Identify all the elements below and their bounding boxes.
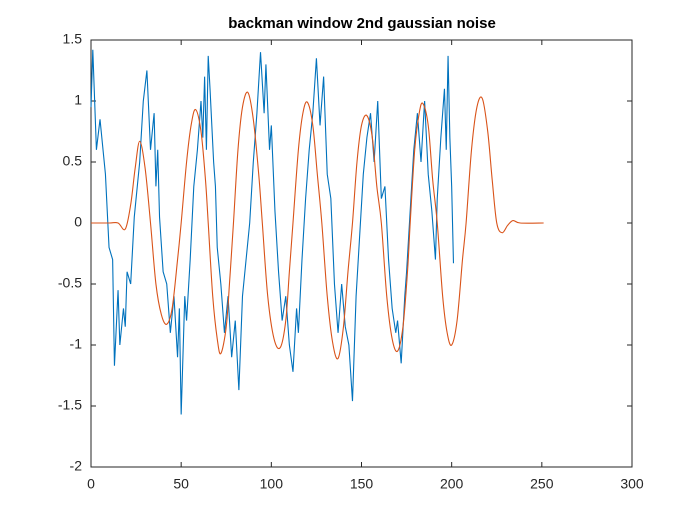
x-tick-label: 200 — [440, 476, 464, 492]
x-tick-label: 0 — [87, 476, 95, 492]
y-tick-label: 0.5 — [63, 153, 83, 169]
y-tick-label: 0 — [74, 214, 82, 230]
y-tick-label: -0.5 — [58, 275, 82, 291]
y-tick-label: -1 — [70, 336, 83, 352]
x-tick-label: 100 — [260, 476, 284, 492]
y-tick-label: -1.5 — [58, 397, 82, 413]
data-line — [90, 91, 544, 360]
y-tick-label: 1 — [74, 92, 82, 108]
y-tick-label: 1.5 — [63, 31, 83, 47]
x-tick-label: 300 — [620, 476, 644, 492]
data-line — [90, 49, 455, 415]
chart-title: backman window 2nd gaussian noise — [228, 15, 496, 32]
y-tick-label: -2 — [70, 458, 83, 474]
x-tick-label: 250 — [530, 476, 554, 492]
x-tick-label: 150 — [350, 476, 374, 492]
x-tick-label: 50 — [173, 476, 189, 492]
